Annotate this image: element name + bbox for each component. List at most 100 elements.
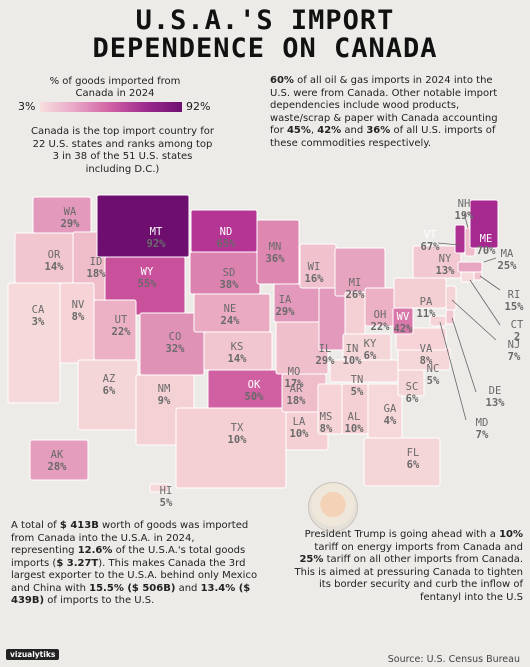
- state-abbr-id: ID: [90, 256, 103, 268]
- trump-e: tariff on all other imports from Canada.…: [294, 554, 523, 603]
- state-ca: [7, 282, 61, 404]
- state-abbr-ks: KS: [231, 341, 244, 353]
- leader-md: [439, 321, 467, 421]
- legend-max: 92%: [186, 100, 211, 113]
- state-value-ri: 15%: [505, 301, 525, 313]
- total-i: and: [175, 582, 201, 594]
- state-abbr-wa: WA: [64, 206, 77, 218]
- leader-de: [451, 317, 477, 393]
- state-abbr-or: OR: [48, 249, 61, 261]
- leader-lines: [437, 212, 501, 421]
- state-abbr-me: ME: [480, 233, 493, 245]
- state-abbr-ne: NE: [224, 303, 237, 315]
- state-value-la: 10%: [290, 428, 310, 440]
- state-abbr-md: MD: [476, 417, 489, 429]
- state-value-or: 14%: [45, 261, 65, 273]
- total-amount: $ 413B: [59, 520, 99, 531]
- state-abbr-oh: OH: [374, 309, 387, 321]
- state-il: [318, 287, 346, 351]
- state-mt: [96, 194, 190, 258]
- total-us-imports: $ 3.27T: [56, 557, 99, 569]
- state-value-ny: 13%: [436, 265, 456, 277]
- state-value-me: 70%: [477, 245, 497, 257]
- state-abbr-ct: CT: [511, 319, 524, 331]
- state-abbr-mo: MO: [288, 366, 301, 378]
- state-abbr-il: IL: [319, 343, 332, 355]
- state-abbr-nm: NM: [158, 383, 171, 395]
- state-ct: [460, 271, 475, 283]
- state-value-in: 10%: [343, 355, 363, 367]
- leader-ct: [469, 279, 501, 326]
- energy-tariff: 10%: [499, 529, 523, 540]
- state-value-tx: 10%: [228, 434, 248, 446]
- state-value-nj: 7%: [508, 351, 521, 363]
- state-abbr-wv: WV: [397, 311, 410, 323]
- state-value-ok: 50%: [245, 391, 265, 403]
- state-shapes: [7, 194, 499, 493]
- trump-c: tariff on energy imports from Canada and: [314, 541, 523, 553]
- brand-logo: vizualytiks: [6, 649, 60, 660]
- state-abbr-nh: NH: [458, 198, 471, 210]
- state-abbr-de: DE: [489, 385, 502, 397]
- state-abbr-ok: OK: [248, 379, 261, 391]
- state-value-al: 10%: [345, 423, 365, 435]
- total-e: of the U.S.A.'s total goods imports (: [11, 545, 246, 569]
- oil-and: and: [341, 125, 367, 136]
- scrap-pct: 42%: [317, 125, 342, 136]
- state-value-mi: 26%: [346, 289, 366, 301]
- state-abbr-nd: ND: [220, 226, 233, 238]
- leader-ma: [483, 257, 497, 263]
- state-value-vt: 67%: [421, 241, 441, 253]
- state-value-co: 32%: [166, 343, 186, 355]
- state-value-oh: 22%: [371, 321, 391, 333]
- state-ma: [457, 261, 483, 273]
- state-fl: [363, 437, 441, 487]
- oil-gas-note: 60% of all oil & gas imports in 2024 int…: [270, 75, 498, 149]
- legend-title: % of goods imported from Canada in 2024: [49, 76, 181, 99]
- state-value-nh: 19%: [455, 210, 475, 222]
- state-value-de: 13%: [486, 397, 506, 409]
- total-a: A total of: [11, 520, 60, 531]
- leader-ri: [479, 275, 501, 291]
- paper-pct: 36%: [366, 125, 391, 136]
- state-abbr-ia: IA: [279, 294, 292, 306]
- oil-end: of all U.S. imports of these commodities…: [270, 125, 496, 149]
- general-tariff: 25%: [299, 554, 324, 565]
- state-ri: [473, 271, 483, 281]
- state-abbr-hi: HI: [160, 485, 173, 497]
- state-value-wv: 42%: [394, 323, 414, 335]
- state-ak: [29, 439, 89, 481]
- state-abbr-ky: KY: [364, 338, 377, 350]
- state-abbr-la: LA: [293, 416, 306, 428]
- state-value-va: 8%: [420, 355, 433, 367]
- oil-text: of all oil & gas imports in 2024 into th…: [270, 75, 498, 136]
- state-nj: [445, 285, 457, 311]
- state-value-nm: 9%: [158, 395, 171, 407]
- state-value-mn: 36%: [266, 253, 286, 265]
- state-hi: [149, 483, 171, 493]
- state-labels: WA29%OR14%CA3%ID18%NV8%MT92%WY55%UT22%AZ…: [32, 198, 524, 509]
- state-value-ms: 8%: [320, 423, 333, 435]
- wood-pct: 45%: [286, 125, 311, 136]
- state-value-ar: 18%: [287, 395, 307, 407]
- state-abbr-al: AL: [348, 411, 361, 423]
- state-value-wa: 29%: [61, 218, 81, 230]
- state-abbr-ak: AK: [51, 449, 64, 461]
- state-abbr-ga: GA: [384, 403, 397, 415]
- state-value-nv: 8%: [72, 311, 85, 323]
- state-abbr-nc: NC: [427, 363, 440, 375]
- total-g: ). This makes Canada the 3rd largest exp…: [11, 557, 258, 594]
- state-abbr-mt: MT: [150, 226, 163, 238]
- source-note: Source: U.S. Census Bureau: [387, 654, 520, 665]
- leader-nh: [463, 212, 469, 229]
- state-or: [14, 232, 74, 284]
- state-value-pa: 11%: [417, 308, 437, 320]
- state-abbr-ms: MS: [320, 411, 333, 423]
- state-vt: [454, 224, 466, 254]
- state-value-ky: 6%: [364, 350, 377, 362]
- state-value-id: 18%: [87, 268, 107, 280]
- state-abbr-ma: MA: [501, 248, 514, 260]
- state-abbr-tx: TX: [231, 422, 244, 434]
- state-value-ut: 22%: [112, 326, 132, 338]
